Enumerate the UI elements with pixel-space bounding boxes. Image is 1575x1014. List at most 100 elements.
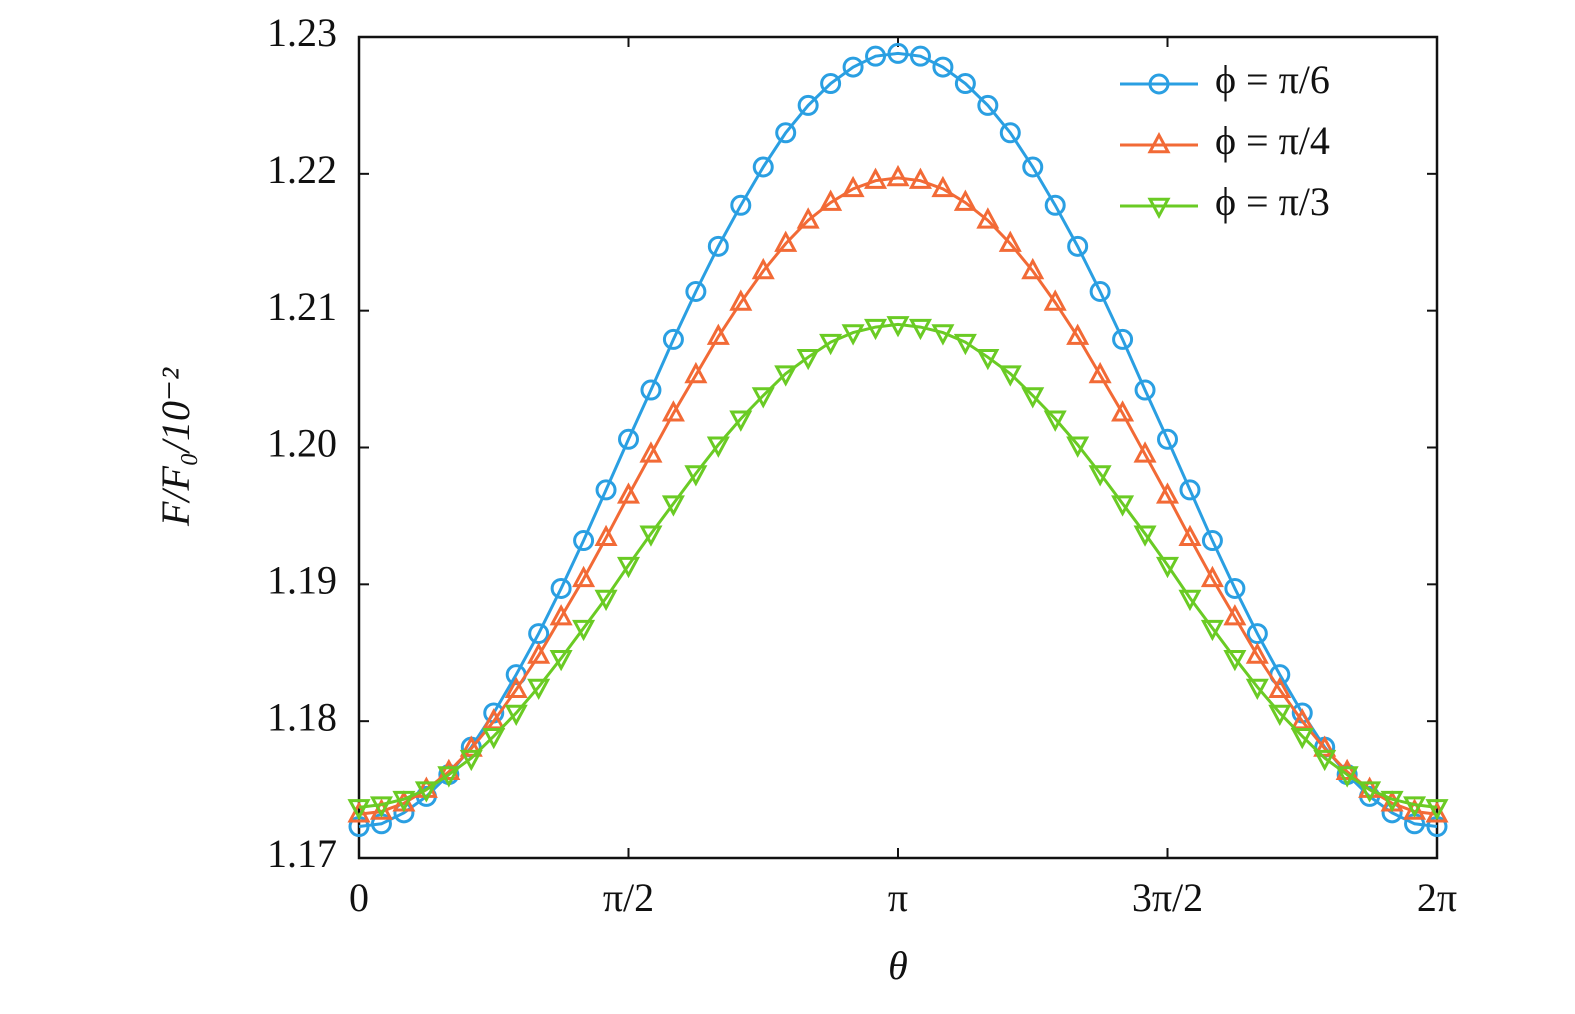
data-point bbox=[1021, 387, 1045, 409]
data-point bbox=[842, 56, 864, 78]
x-tick-label: π bbox=[888, 875, 908, 920]
data-point bbox=[1178, 524, 1202, 547]
data-point bbox=[796, 207, 820, 229]
data-point bbox=[1201, 530, 1223, 552]
data-point bbox=[662, 328, 684, 350]
data-point bbox=[1088, 465, 1112, 487]
data-point bbox=[684, 465, 708, 487]
data-point bbox=[1044, 194, 1066, 216]
data-point bbox=[1425, 801, 1449, 823]
data-point bbox=[775, 122, 797, 144]
y-tick-label: 1.23 bbox=[267, 10, 337, 55]
data-point bbox=[1268, 704, 1292, 727]
data-point bbox=[392, 790, 416, 813]
x-tick-label: π/2 bbox=[603, 875, 654, 920]
data-point bbox=[729, 410, 753, 432]
data-point bbox=[1224, 577, 1246, 599]
data-point bbox=[976, 348, 1000, 371]
data-point bbox=[751, 387, 775, 409]
legend-label: ϕ = π/6 bbox=[1215, 57, 1330, 102]
data-point bbox=[819, 189, 843, 211]
data-point bbox=[616, 556, 641, 579]
data-point bbox=[1088, 361, 1112, 384]
data-point bbox=[572, 565, 596, 588]
data-point bbox=[594, 524, 618, 547]
data-point bbox=[549, 649, 573, 672]
data-point bbox=[864, 318, 888, 341]
data-point bbox=[1021, 257, 1045, 280]
data-point bbox=[999, 122, 1021, 144]
data-point bbox=[1313, 735, 1337, 757]
data-point bbox=[616, 482, 641, 504]
data-point bbox=[752, 156, 774, 178]
data-point bbox=[932, 56, 954, 78]
data-point bbox=[797, 94, 819, 116]
data-point bbox=[1335, 766, 1359, 788]
data-point bbox=[1133, 525, 1157, 547]
data-point bbox=[639, 441, 663, 463]
legend-marker bbox=[1147, 131, 1171, 154]
data-point bbox=[1111, 400, 1135, 422]
data-point bbox=[886, 316, 910, 338]
data-point bbox=[886, 164, 910, 187]
data-point bbox=[684, 361, 708, 384]
data-point bbox=[931, 175, 955, 198]
data-point bbox=[459, 749, 483, 772]
data-point bbox=[931, 324, 955, 346]
data-point bbox=[751, 257, 775, 280]
data-point bbox=[527, 678, 551, 701]
y-tick-label: 1.19 bbox=[267, 558, 337, 603]
data-point bbox=[954, 73, 976, 95]
data-point bbox=[1313, 749, 1337, 772]
y-tick-label: 1.21 bbox=[267, 284, 337, 329]
data-point bbox=[1179, 479, 1201, 501]
data-point bbox=[639, 525, 663, 547]
series-line bbox=[358, 322, 1438, 809]
data-point bbox=[550, 577, 572, 599]
series-line bbox=[358, 176, 1438, 816]
data-point bbox=[1425, 799, 1449, 821]
y-tick-label: 1.18 bbox=[267, 694, 337, 739]
data-point bbox=[865, 45, 887, 67]
data-point bbox=[1245, 642, 1269, 664]
x-tick-label: 2π bbox=[1417, 875, 1457, 920]
data-point bbox=[706, 323, 730, 345]
data-point bbox=[1133, 441, 1157, 463]
data-point bbox=[1268, 676, 1292, 698]
data-point bbox=[1043, 289, 1067, 311]
series-line bbox=[358, 51, 1438, 829]
x-tick-label: 3π/2 bbox=[1132, 875, 1203, 920]
x-axis-label: θ bbox=[888, 943, 908, 988]
data-point bbox=[1290, 727, 1314, 750]
data-point bbox=[482, 708, 506, 730]
data-point bbox=[549, 604, 573, 626]
data-point bbox=[1155, 556, 1180, 579]
y-tick-label: 1.22 bbox=[267, 147, 337, 192]
data-point bbox=[1066, 436, 1090, 458]
data-point bbox=[998, 365, 1022, 387]
data-point bbox=[640, 379, 662, 401]
data-point bbox=[1043, 410, 1067, 432]
data-point bbox=[1223, 649, 1247, 672]
data-point bbox=[482, 727, 506, 750]
data-point bbox=[661, 495, 685, 517]
data-point bbox=[1178, 589, 1202, 612]
data-point bbox=[595, 479, 617, 501]
data-point bbox=[953, 189, 977, 211]
data-point bbox=[347, 799, 371, 821]
data-point bbox=[864, 167, 888, 189]
data-point bbox=[572, 619, 596, 642]
data-point bbox=[1290, 708, 1314, 730]
data-point bbox=[1223, 604, 1247, 626]
y-tick-label: 1.17 bbox=[267, 831, 337, 876]
data-point bbox=[707, 235, 729, 257]
data-point bbox=[459, 735, 483, 757]
y-axis-label: F/F₀/10⁻² bbox=[153, 367, 198, 527]
data-point bbox=[437, 766, 461, 788]
data-point bbox=[1245, 678, 1269, 701]
data-point bbox=[887, 42, 909, 64]
y-tick-label: 1.20 bbox=[267, 421, 337, 466]
plot-frame bbox=[357, 35, 1439, 860]
data-point bbox=[908, 318, 932, 341]
